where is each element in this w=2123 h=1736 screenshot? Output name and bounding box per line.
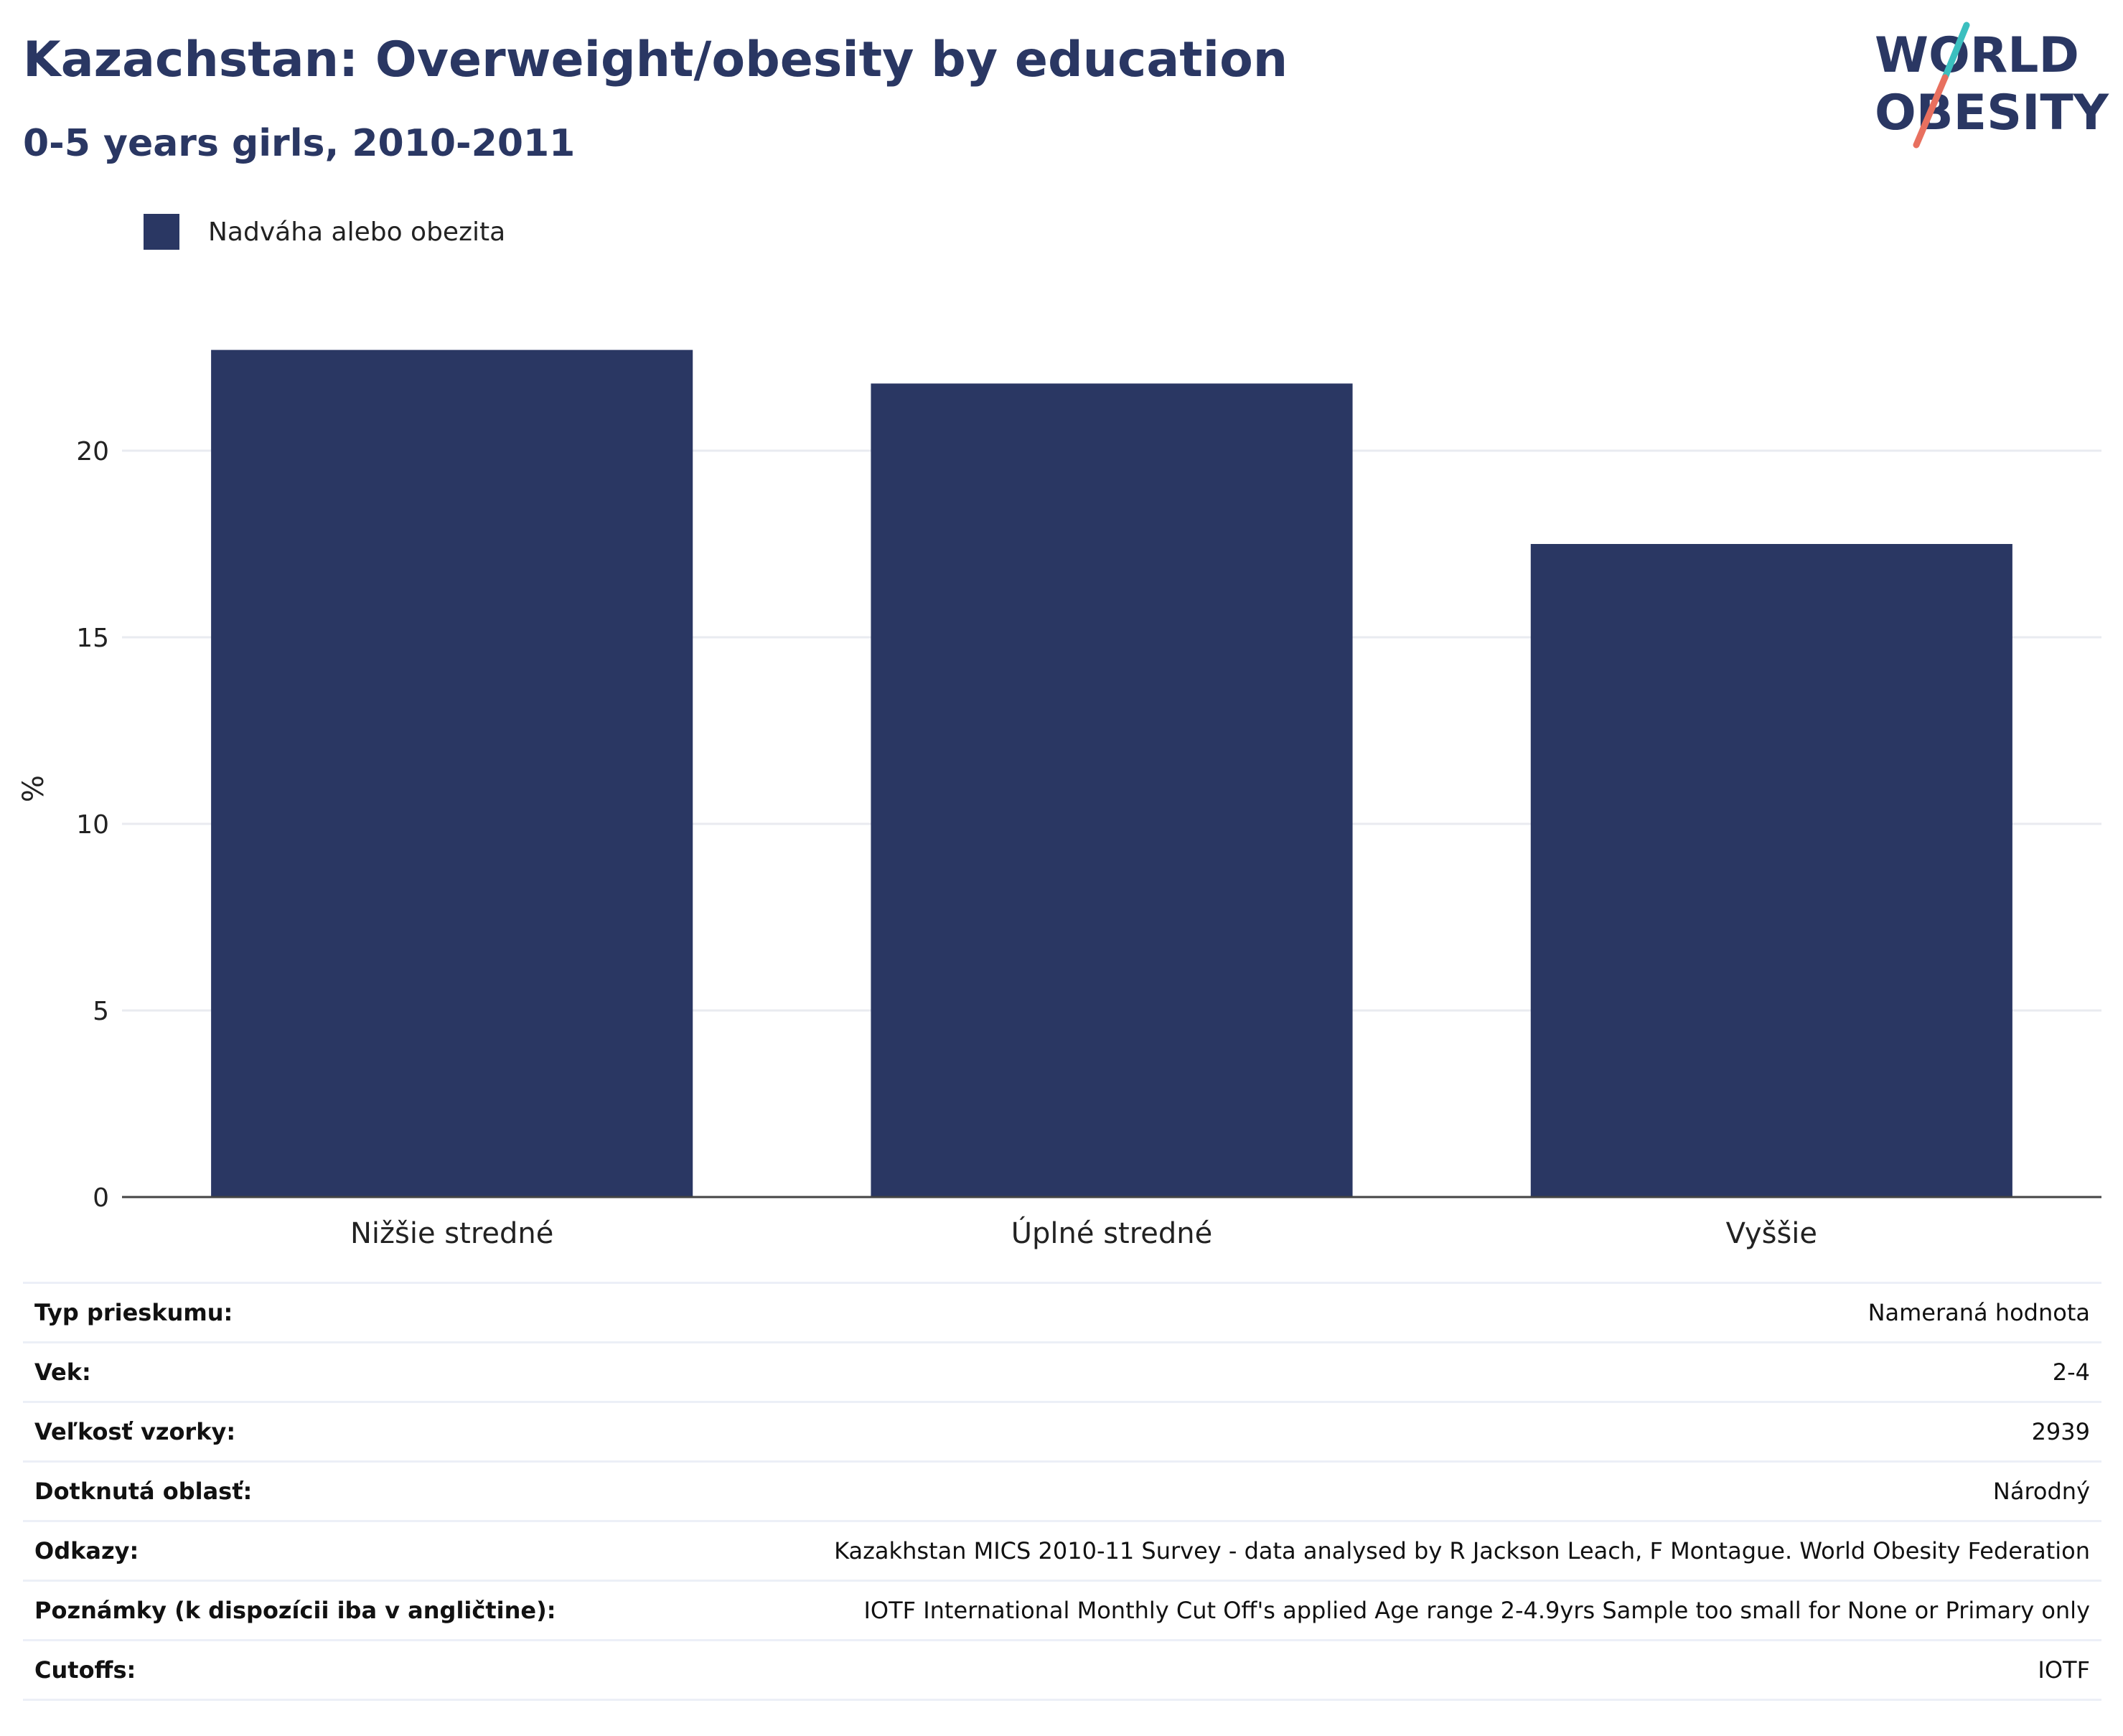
legend-label: Nadváha alebo obezita [208,217,506,247]
info-row: Vek: 2-4 [23,1342,2101,1402]
info-value: IOTF [2038,1656,2090,1684]
info-key: Dotknutá oblasť: [34,1478,253,1505]
info-key: Cutoffs: [34,1656,136,1684]
y-tick-label: 10 [76,810,109,840]
info-row: Poznámky (k dispozícii iba v angličtine)… [23,1580,2101,1641]
info-key: Typ prieskumu: [34,1299,233,1326]
legend-swatch [144,214,179,250]
y-tick-label: 15 [76,624,109,653]
y-tick-label: 5 [93,997,109,1026]
info-value: Národný [1992,1478,2090,1505]
info-row: Typ prieskumu: Nameraná hodnota [23,1282,2101,1343]
bar-chart: 0 5 10 15 20 Nižšie stredné Úplné stredné Vyšši… [17,349,2101,1250]
info-key: Odkazy: [34,1537,139,1564]
logo-text-obesity: OBESITY [1875,85,2109,141]
chart-title: Kazachstan: Overweight/obesity by educat… [23,32,1288,88]
logo-slash-top [1941,22,1970,81]
info-key: Vek: [34,1359,91,1386]
x-tick-label: Vyššie [1726,1217,1817,1250]
chart-legend[interactable]: Nadváha alebo obezita [144,212,505,252]
x-tick-label: Úplné stredné [1011,1216,1213,1250]
info-value: Nameraná hodnota [1867,1299,2090,1326]
info-row: Dotknutá oblasť: Národný [23,1461,2101,1521]
logo-text-world: WORLD [1875,27,2079,84]
survey-info-table: Typ prieskumu: Nameraná hodnota Vek: 2-4 Veľ… [23,1282,2101,1701]
info-key: Veľkosť vzorky: [34,1418,236,1445]
y-tick-label: 20 [76,437,109,466]
bar [871,383,1353,1197]
y-axis-title: % [17,775,50,802]
info-value: IOTF International Monthly Cut Off's app… [863,1597,2090,1624]
info-value: 2939 [2031,1418,2090,1445]
info-row: Odkazy: Kazakhstan MICS 2010-11 Survey - … [23,1521,2101,1581]
info-key: Poznámky (k dispozícii iba v angličtine)… [34,1597,556,1624]
logo-slash-bottom [1913,74,1949,149]
chart-subtitle: 0-5 years girls, 2010-2011 [23,122,576,165]
bar [211,349,693,1198]
info-row: Veľkosť vzorky: 2939 [23,1402,2101,1462]
x-tick-label: Nižšie stredné [350,1217,553,1250]
info-value: 2-4 [2052,1359,2090,1386]
world-obesity-logo: WORLD OBESITY [1875,22,2109,149]
info-value: Kazakhstan MICS 2010-11 Survey - data an… [834,1537,2090,1564]
info-row: Cutoffs: IOTF [23,1640,2101,1700]
y-tick-label: 0 [93,1183,109,1213]
bar [1530,544,2012,1197]
